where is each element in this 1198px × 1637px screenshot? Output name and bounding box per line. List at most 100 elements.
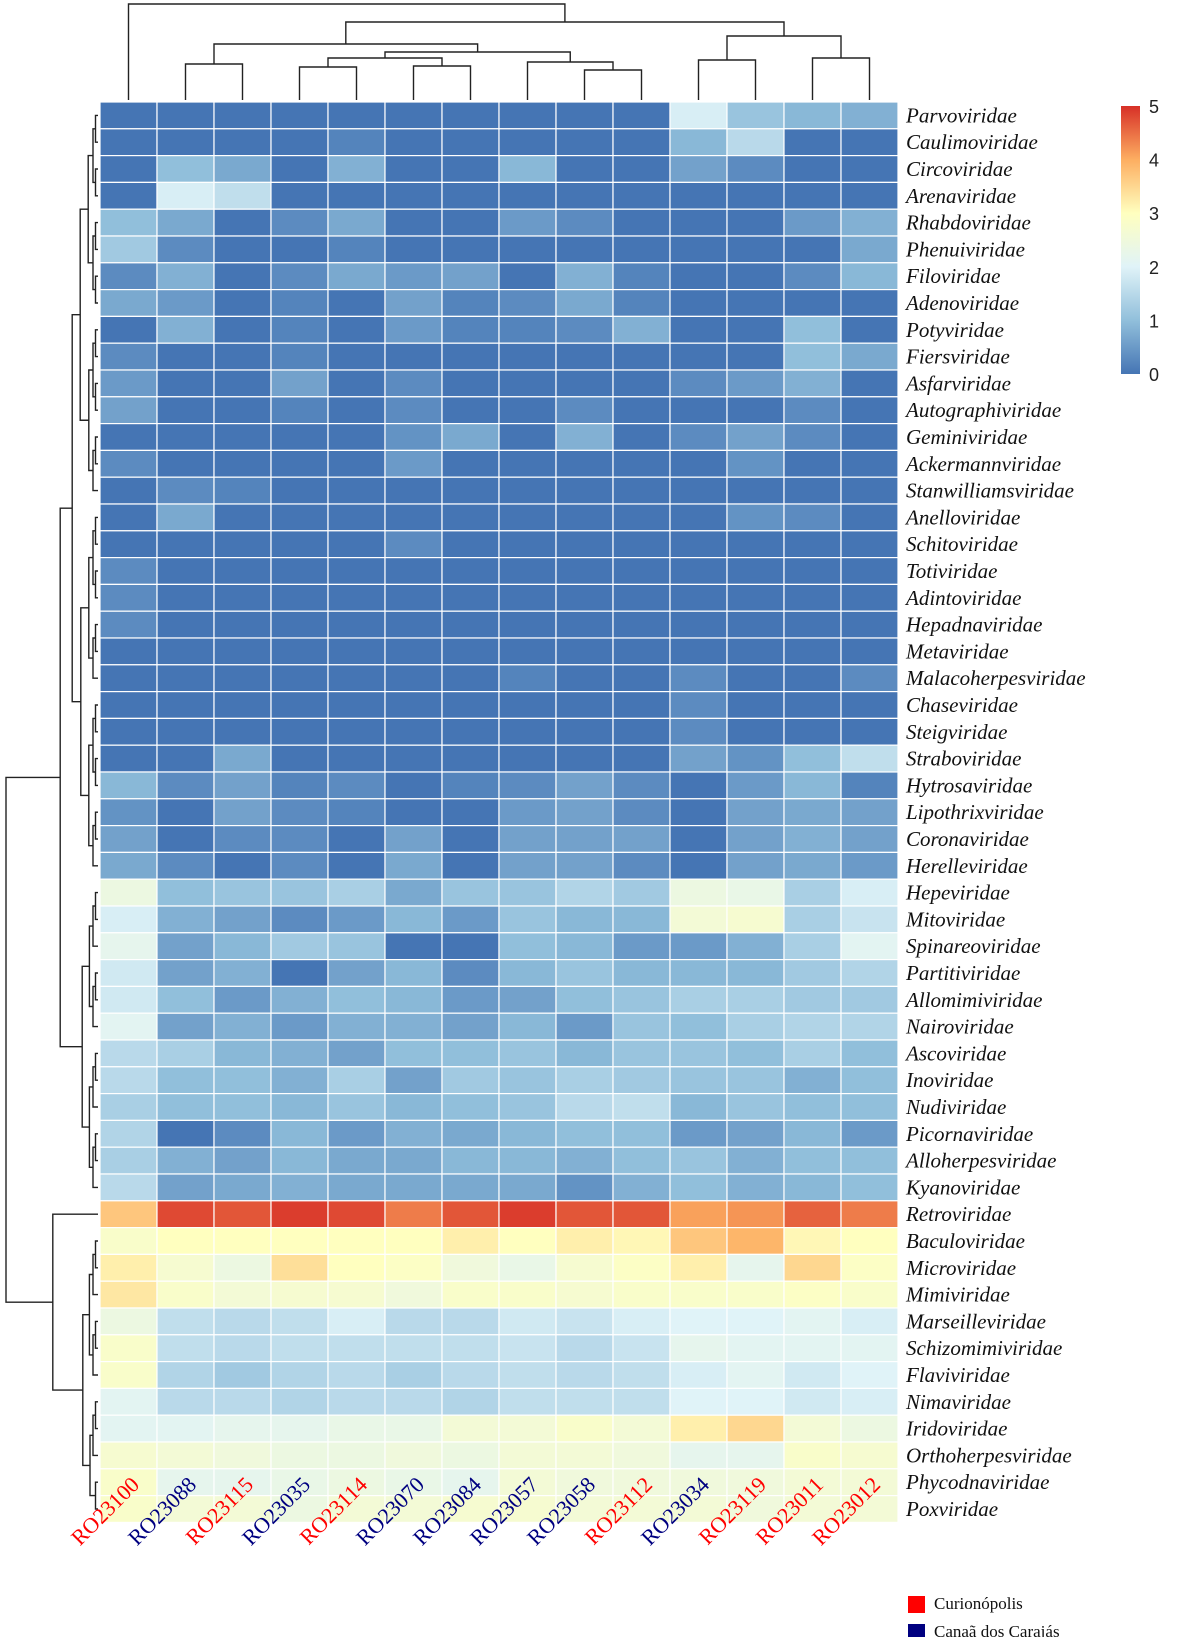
heatmap-cell-caulimoviridae-ro23088 [156,128,215,157]
heatmap-cell-hytrosaviridae-ro23112 [612,771,671,800]
heatmap-cell-rhabdoviridae-ro23034 [669,208,728,237]
heatmap-cell-kyanoviridae-ro23088 [156,1173,215,1202]
heatmap-cell-metaviridae-ro23114 [327,637,386,666]
heatmap-cell-orthoherpesviridae-ro23012 [840,1441,899,1470]
heatmap-cell-nimaviridae-ro23119 [726,1387,785,1416]
heatmap-cell-rhabdoviridae-ro23088 [156,208,215,237]
dendrogram-branch [213,43,479,64]
heatmap-cell-hepeviridae-ro23070 [384,878,443,907]
heatmap-cell-baculoviridae-ro23114 [327,1226,386,1255]
row-label-schizomimiviridae: Schizomimiviridae [906,1336,1062,1360]
heatmap-cell-fiersviridae-ro23115 [213,342,272,371]
heatmap-cell-steigviridae-ro23034 [669,717,728,746]
heatmap-cell-baculoviridae-ro23034 [669,1226,728,1255]
heatmap-cell-mitoviridae-ro23112 [612,905,671,934]
heatmap-cell-retroviridae-ro23084 [441,1200,500,1229]
dendrogram-branch [184,63,244,100]
dendrogram-branch [94,221,98,251]
heatmap-cell-picornaviridae-ro23034 [669,1119,728,1148]
heatmap-cell-potyviridae-ro23011 [783,315,842,344]
row-label-poxviridae: Poxviridae [905,1497,998,1521]
heatmap-cell-phenuiviridae-ro23112 [612,235,671,264]
heatmap-cell-ackermannviridae-ro23035 [270,449,329,478]
heatmap-cell-fiersviridae-ro23084 [441,342,500,371]
heatmap-cell-arenaviridae-ro23112 [612,181,671,210]
heatmap-cell-microviridae-ro23115 [213,1253,272,1282]
heatmap-cell-coronaviridae-ro23115 [213,824,272,853]
heatmap-cell-steigviridae-ro23011 [783,717,842,746]
row-label-straboviridae: Straboviridae [906,747,1022,771]
heatmap-cell-adenoviridae-ro23057 [498,289,557,318]
heatmap-cell-adintoviridae-ro23119 [726,583,785,612]
row-label-circoviridae: Circoviridae [906,157,1013,181]
heatmap-cell-hepeviridae-ro23058 [555,878,614,907]
heatmap-cell-schitoviridae-ro23100 [99,530,158,559]
heatmap-cell-autographiviridae-ro23035 [270,396,329,425]
heatmap-cell-orthoherpesviridae-ro23115 [213,1441,272,1470]
heatmap-cell-alloherpesviridae-ro23084 [441,1146,500,1175]
heatmap-cell-allomimiviridae-ro23084 [441,985,500,1014]
heatmap-cell-kyanoviridae-ro23115 [213,1173,272,1202]
heatmap-cell-alloherpesviridae-ro23115 [213,1146,272,1175]
heatmap-cell-arenaviridae-ro23115 [213,181,272,210]
heatmap-cell-metaviridae-ro23035 [270,637,329,666]
heatmap-cell-hytrosaviridae-ro23035 [270,771,329,800]
heatmap-cell-straboviridae-ro23119 [726,744,785,773]
heatmap-cell-hepadnaviridae-ro23088 [156,610,215,639]
heatmap-cell-arenaviridae-ro23012 [840,181,899,210]
heatmap-cell-hytrosaviridae-ro23012 [840,771,899,800]
heatmap-cell-orthoherpesviridae-ro23084 [441,1441,500,1470]
heatmap-cell-partitiviridae-ro23034 [669,958,728,987]
heatmap-cell-lipothrixviridae-ro23084 [441,798,500,827]
heatmap-cell-nimaviridae-ro23088 [156,1387,215,1416]
heatmap-cell-ascoviridae-ro23058 [555,1039,614,1068]
heatmap-cell-coronaviridae-ro23035 [270,824,329,853]
heatmap-cell-nudiviridae-ro23115 [213,1092,272,1121]
heatmap-cell-malacoherpesviridae-ro23034 [669,664,728,693]
heatmap-cell-stanwilliamsviridae-ro23034 [669,476,728,505]
heatmap-cell-potyviridae-ro23088 [156,315,215,344]
heatmap-cell-baculoviridae-ro23058 [555,1226,614,1255]
heatmap-cell-coronaviridae-ro23114 [327,824,386,853]
heatmap-cell-autographiviridae-ro23115 [213,396,272,425]
heatmap-cell-autographiviridae-ro23119 [726,396,785,425]
heatmap-cell-adintoviridae-ro23100 [99,583,158,612]
heatmap-cell-partitiviridae-ro23100 [99,958,158,987]
heatmap-cell-totiviridae-ro23084 [441,556,500,585]
heatmap-cell-ascoviridae-ro23084 [441,1039,500,1068]
heatmap-cell-nudiviridae-ro23057 [498,1092,557,1121]
heatmap-cell-alloherpesviridae-ro23035 [270,1146,329,1175]
heatmap-cell-hepeviridae-ro23112 [612,878,671,907]
heatmap-cell-fiersviridae-ro23011 [783,342,842,371]
heatmap-cell-metaviridae-ro23084 [441,637,500,666]
heatmap-cell-caulimoviridae-ro23119 [726,128,785,157]
heatmap-cell-parvoviridae-ro23035 [270,101,329,130]
heatmap-cell-orthoherpesviridae-ro23088 [156,1441,215,1470]
heatmap-cell-picornaviridae-ro23088 [156,1119,215,1148]
heatmap-cell-ackermannviridae-ro23058 [555,449,614,478]
heatmap-cell-anelloviridae-ro23088 [156,503,215,532]
heatmap-cell-alloherpesviridae-ro23034 [669,1146,728,1175]
heatmap-cell-filoviridae-ro23012 [840,262,899,291]
heatmap-cell-alloherpesviridae-ro23012 [840,1146,899,1175]
heatmap-cell-allomimiviridae-ro23058 [555,985,614,1014]
heatmap-cell-flaviviridae-ro23034 [669,1360,728,1389]
heatmap-cell-nimaviridae-ro23115 [213,1387,272,1416]
heatmap-cell-stanwilliamsviridae-ro23100 [99,476,158,505]
heatmap-cell-phenuiviridae-ro23088 [156,235,215,264]
heatmap-cell-coronaviridae-ro23084 [441,824,500,853]
heatmap-cell-arenaviridae-ro23088 [156,181,215,210]
row-label-caulimoviridae: Caulimoviridae [906,130,1038,154]
heatmap-cell-kyanoviridae-ro23070 [384,1173,443,1202]
dendrogram-branch [726,35,842,60]
heatmap-cell-totiviridae-ro23012 [840,556,899,585]
heatmap-cell-caulimoviridae-ro23112 [612,128,671,157]
heatmap-cell-adintoviridae-ro23088 [156,583,215,612]
heatmap-cell-filoviridae-ro23035 [270,262,329,291]
heatmap-cell-circoviridae-ro23034 [669,155,728,184]
heatmap-cell-mitoviridae-ro23012 [840,905,899,934]
heatmap-cell-picornaviridae-ro23114 [327,1119,386,1148]
heatmap-cell-hepeviridae-ro23100 [99,878,158,907]
heatmap-cell-circoviridae-ro23114 [327,155,386,184]
dendrogram-branch [94,114,98,143]
